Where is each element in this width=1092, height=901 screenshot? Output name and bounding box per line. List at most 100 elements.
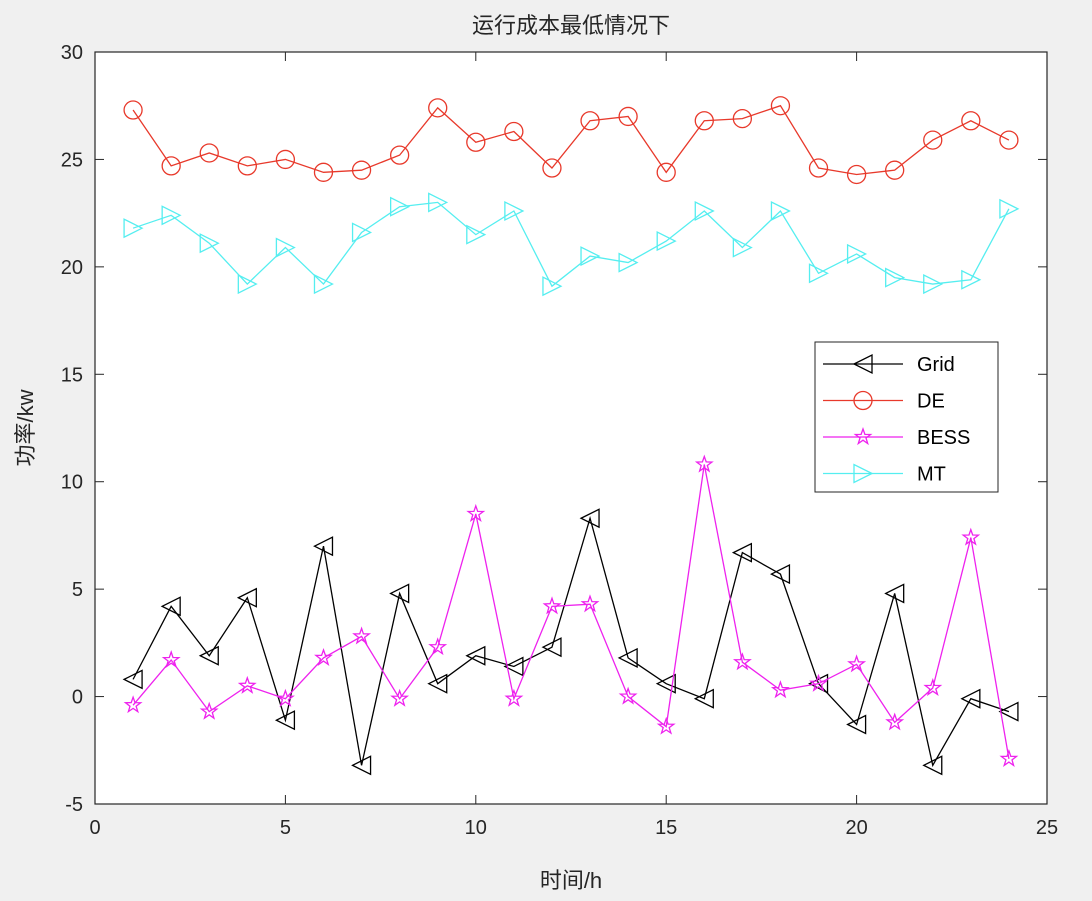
data-point-mt [808,263,829,284]
data-point-bess [656,716,676,735]
data-point-grid [541,637,562,658]
data-point-de [466,132,486,152]
y-tick-label: 30 [61,42,83,64]
x-tick-label: 5 [280,817,291,839]
data-point-mt [694,200,715,222]
data-point-mt [466,224,487,245]
data-point-grid [503,656,524,677]
data-point-mt [656,231,677,252]
legend-marker [853,390,873,411]
data-point-bess [809,673,828,692]
x-tick-label: 25 [1036,817,1058,839]
data-point-grid [960,688,981,709]
series-grid [122,508,1019,776]
data-point-bess [314,647,333,667]
series-mt [123,192,1020,297]
series-bess [123,454,1019,768]
data-point-grid [351,755,372,776]
data-point-de [961,111,981,131]
data-point-mt [504,200,525,222]
series-de [123,96,1019,185]
data-point-bess [161,649,181,669]
data-point-mt [389,196,411,217]
data-point-de [999,130,1019,150]
x-tick-label: 15 [655,817,677,839]
data-point-grid [846,714,867,735]
data-point-grid [998,701,1019,722]
data-point-de [885,160,905,180]
data-point-grid [579,508,600,529]
data-point-de [504,121,524,142]
legend-label: BESS [917,427,970,449]
data-point-mt [123,218,144,239]
data-point-grid [922,755,943,776]
data-point-de [275,149,296,170]
data-point-bess [961,527,981,546]
y-tick-label: 5 [72,579,83,601]
data-point-mt [846,243,868,265]
data-point-de [618,106,638,127]
data-point-bess [123,695,143,714]
data-point-de [428,98,448,118]
data-point-bess [275,688,295,707]
data-point-mt [313,273,334,295]
data-point-bess [428,637,448,656]
axes-box [94,51,1048,805]
data-point-bess [694,454,714,473]
x-tick-label: 0 [89,817,100,839]
data-point-bess [770,680,790,699]
data-point-mt [923,273,944,295]
legend-marker [852,353,873,375]
series-line-grid [132,515,1010,768]
data-point-de [656,162,676,182]
data-point-mt [999,198,1020,219]
data-point-de [389,145,410,165]
data-point-grid [236,587,257,608]
data-point-mt [885,267,906,288]
data-point-de [694,111,714,131]
data-point-grid [122,669,143,690]
data-point-mt [618,252,639,273]
data-point-mt [428,192,449,213]
data-point-mt [199,233,220,254]
data-point-grid [313,536,334,557]
data-point-de [199,143,219,163]
data-point-mt [580,246,601,267]
data-point-grid [465,645,486,666]
data-point-mt [161,205,182,226]
data-point-bess [885,712,905,731]
legend-label: DE [917,391,945,413]
y-tick-label: 25 [61,149,83,171]
x-axis-label: 时间/h [540,868,602,893]
legend-box [814,341,999,493]
data-point-bess [352,626,372,645]
data-point-mt [351,222,373,243]
data-point-grid [808,673,829,694]
data-point-bess [237,675,257,694]
data-point-mt [732,237,753,258]
x-tick-label: 10 [465,817,487,839]
y-tick-label: -5 [65,794,83,816]
data-point-mt [237,273,258,295]
data-point-de [580,111,600,131]
data-point-grid [884,583,905,604]
data-point-de [161,156,181,176]
y-tick-label: 0 [72,687,83,709]
data-point-de [923,130,943,150]
data-point-bess [504,688,524,707]
data-point-bess [618,686,638,705]
data-point-grid [655,673,676,694]
legend-label: MT [917,464,946,486]
data-point-grid [693,688,714,709]
data-point-bess [923,677,943,696]
y-tick-label: 10 [61,472,83,494]
series-line-de [132,104,1010,176]
data-point-grid [427,673,448,694]
data-point-de [770,96,791,116]
data-point-de [237,156,257,176]
x-tick-label: 20 [845,817,867,839]
data-point-grid [617,647,638,668]
data-point-grid [731,542,753,563]
data-point-bess [847,654,867,673]
